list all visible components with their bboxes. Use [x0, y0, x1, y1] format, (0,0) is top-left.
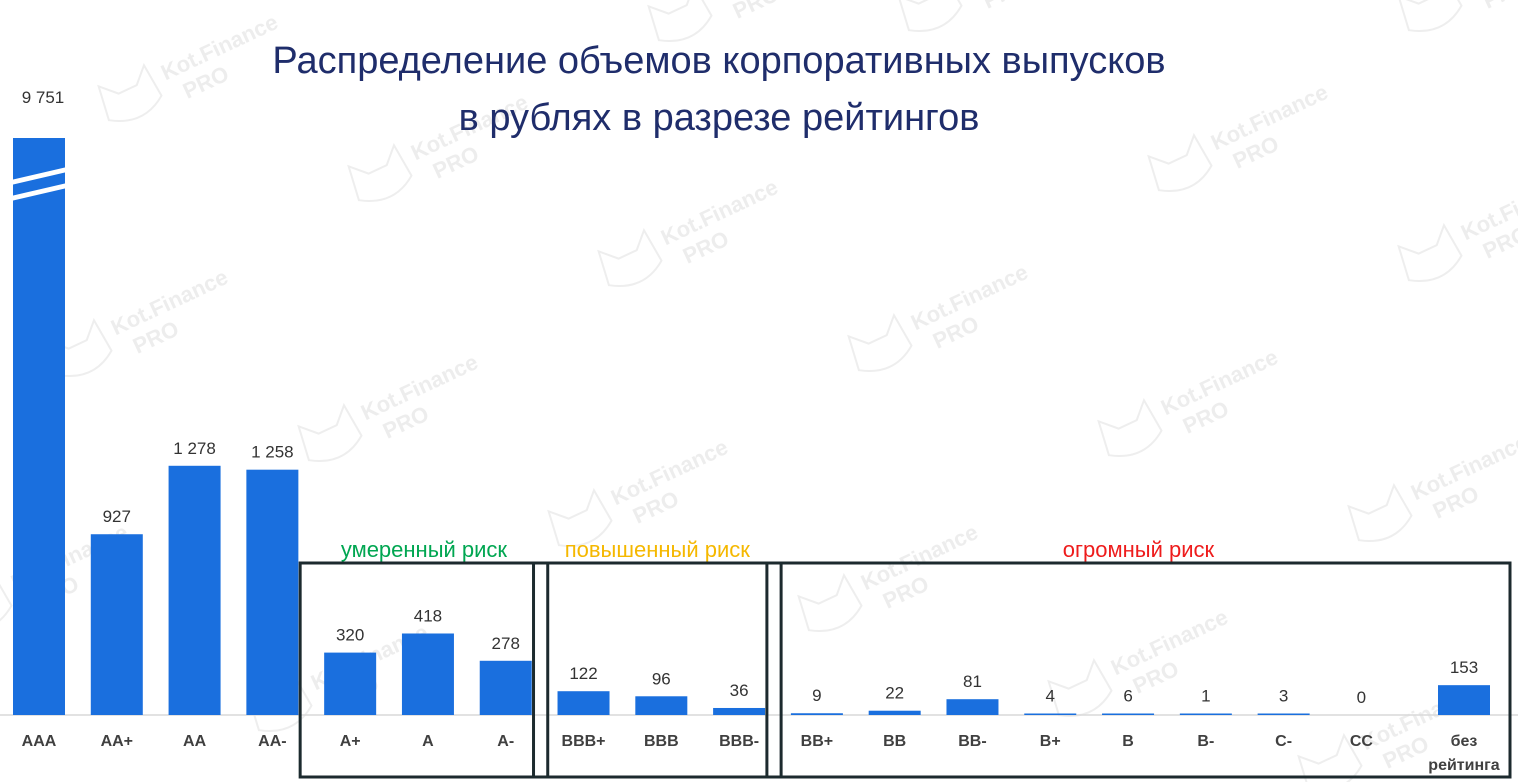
risk-group-box	[532, 561, 783, 779]
value-label-A-: 278	[492, 634, 520, 653]
bar-AAA	[13, 138, 65, 715]
tick-label-BBB+: BBB+	[562, 733, 606, 750]
axis-break-mark	[11, 167, 67, 185]
bar-BBB+	[557, 691, 610, 715]
value-label-BBB+: 122	[569, 664, 597, 683]
risk-group-box	[765, 561, 1512, 779]
chart-title-line-2: в рублях в разрезе рейтингов	[459, 97, 980, 139]
bar-BB	[868, 710, 921, 715]
value-label-A: 418	[414, 606, 442, 625]
bar-без рейтинга	[1438, 685, 1490, 715]
value-label-B+: 4	[1046, 687, 1055, 706]
value-label-BBB-: 36	[730, 681, 749, 700]
bars-layer: 9 751 AAA 927 AA+ 1 278 AA 1 258 AA- 320 A+ 418 A 27…	[11, 88, 1500, 774]
value-label-BB-: 81	[963, 672, 982, 691]
tick-label-без рейтинга: без рейтинга	[1428, 733, 1500, 774]
watermark-badge-text: PRO	[979, 0, 1033, 14]
watermark-badge-text: PRO	[1479, 0, 1518, 14]
bar-A+	[324, 652, 377, 715]
bar-A	[401, 633, 454, 715]
tick-label-BB: BB	[883, 733, 906, 750]
value-label-A+: 320	[336, 626, 364, 645]
tick-label-CC: CC	[1350, 733, 1374, 750]
tick-label-AA+: AA+	[101, 733, 133, 750]
watermark-badge-text: PRO	[729, 0, 783, 24]
value-label-B-: 1	[1201, 687, 1210, 706]
tick-label-AAA: AAA	[22, 733, 57, 750]
risk-groups-layer: умеренный риск повышенный риск огромный ри…	[298, 537, 1512, 779]
bar-BBB	[635, 696, 688, 715]
risk-group-box	[298, 561, 550, 779]
tick-label-BBB-: BBB-	[719, 733, 759, 750]
value-label-AA+: 927	[103, 507, 131, 526]
tick-label-AA: AA	[183, 733, 207, 750]
bar-B	[1102, 713, 1155, 715]
value-label-CC: 0	[1357, 688, 1366, 707]
bar-AA-	[246, 469, 299, 715]
bar-AA	[168, 465, 221, 715]
tick-label-BB+: BB+	[801, 733, 833, 750]
value-label-без рейтинга: 153	[1450, 658, 1478, 677]
bar-BB-	[946, 699, 999, 715]
bar-A-	[479, 660, 532, 715]
tick-label-B: B	[1122, 733, 1134, 750]
bar-BBB-	[713, 707, 766, 715]
tick-label-C-: C-	[1275, 733, 1292, 750]
value-label-AAA: 9 751	[22, 88, 65, 107]
tick-label-A: A	[422, 733, 434, 750]
value-label-BBB: 96	[652, 669, 671, 688]
bar-B+	[1024, 713, 1077, 715]
bar-AA+	[90, 534, 143, 715]
value-label-AA: 1 278	[173, 439, 216, 458]
chart-title-line-1: Распределение объемов корпоративных выпу…	[272, 40, 1165, 82]
risk-group-label: умеренный риск	[341, 537, 508, 562]
axis-break-mark	[11, 183, 67, 201]
tick-label-B+: B+	[1040, 733, 1061, 750]
tick-label-BB-: BB-	[958, 733, 986, 750]
value-label-BB+: 9	[812, 686, 821, 705]
bar-C-	[1257, 713, 1310, 715]
bar-BB+	[790, 713, 843, 715]
tick-label-A-: A-	[497, 733, 514, 750]
tick-label-B-: B-	[1197, 733, 1214, 750]
value-label-C-: 3	[1279, 687, 1288, 706]
tick-label-AA-: AA-	[258, 733, 286, 750]
risk-group-label: повышенный риск	[565, 537, 751, 562]
value-label-AA-: 1 258	[251, 443, 294, 462]
tick-label-BBB: BBB	[644, 733, 679, 750]
risk-group-label: огромный риск	[1063, 537, 1215, 562]
value-label-B: 6	[1123, 687, 1132, 706]
value-label-BB: 22	[885, 684, 904, 703]
tick-label-A+: A+	[340, 733, 361, 750]
bar-B-	[1179, 713, 1232, 715]
